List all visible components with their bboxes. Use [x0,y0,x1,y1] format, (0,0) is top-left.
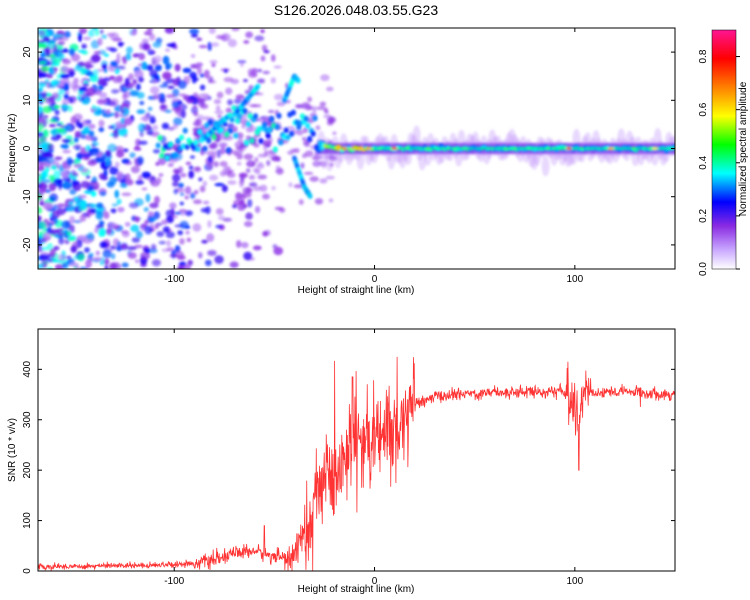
snr-y-tick-label: 0 [22,568,33,574]
colorbar-tick-label: 0.4 [698,155,709,169]
colorbar-ticks: 0.0 0.2 0.4 0.6 0.8 [698,49,740,276]
snr-y-label: SNR (10 * v/v) [7,418,18,482]
colorbar-tick-label: 0.8 [698,49,709,63]
spectrogram-ridge [155,73,675,199]
snr-panel: -100 0 100 0 100 200 300 400 Height of straigh… [7,328,676,595]
spectrogram-y-tick-label: 10 [22,94,33,106]
spectrogram-y-tick-label: -10 [22,189,33,204]
snr-x-tick-label: 0 [372,576,378,587]
colorbar-tick-label: 0.6 [698,102,709,116]
snr-y-tick-label: 300 [22,411,33,428]
spectrogram-y-tick-label: -20 [22,237,33,252]
spectrogram-x-ticks: -100 0 100 [164,28,584,285]
snr-frame [37,328,676,572]
colorbar-tick-label: 0.0 [698,262,709,276]
snr-x-tick-label: -100 [164,576,184,587]
snr-y-ticks: 0 100 200 300 400 [22,361,675,574]
colorbar-gradient [711,29,737,270]
snr-x-ticks: -100 0 100 [164,329,584,587]
snr-x-tick-label: 100 [566,576,583,587]
spectrogram-y-label: Frequency (Hz) [7,114,18,183]
figure-title: S126.2026.048.03.55.G23 [274,2,438,18]
snr-series-line [38,356,675,571]
colorbar-label: Normalized spectral amplitude [738,81,749,216]
snr-y-tick-label: 200 [22,461,33,478]
snr-y-tick-label: 100 [22,512,33,529]
spectrogram-y-tick-label: 20 [22,46,33,58]
spectrogram-y-ticks: -20 -10 0 10 20 [22,46,675,252]
colorbar: 0.0 0.2 0.4 0.6 0.8 Normalized spectral ampl… [698,29,749,276]
spectrogram-x-label: Height of straight line (km) [298,285,415,296]
spectrogram-heat [38,28,675,269]
spectrogram-x-tick-label: -100 [164,274,184,285]
spectrogram-x-tick-label: 100 [566,274,583,285]
colorbar-tick-label: 0.2 [698,209,709,223]
spectrogram-x-tick-label: 0 [372,274,378,285]
snr-y-tick-label: 400 [22,361,33,378]
spectrogram-y-tick-label: 0 [22,145,33,151]
snr-x-label: Height of straight line (km) [298,584,415,595]
